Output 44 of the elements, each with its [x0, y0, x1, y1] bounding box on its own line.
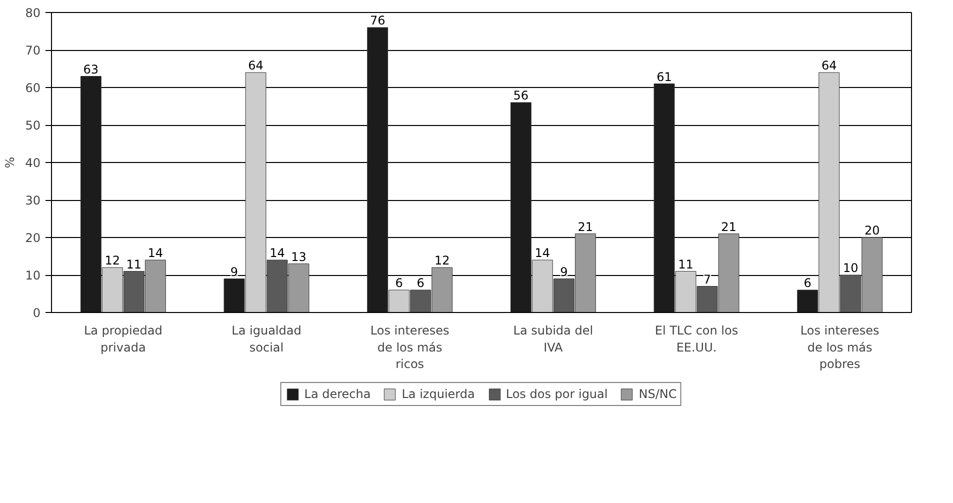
data-label: 9 — [560, 264, 568, 279]
y-tick-label: 10 — [25, 268, 41, 282]
data-label: 11 — [126, 257, 142, 272]
x-tick-label: La propiedad privada — [84, 324, 162, 354]
data-label: 6 — [395, 276, 403, 290]
y-tick-label: 70 — [25, 44, 41, 58]
y-tick-label: 0 — [32, 306, 41, 320]
data-label: 10 — [842, 261, 858, 275]
legend-label: La derecha — [304, 387, 371, 401]
y-tick-label: 30 — [25, 194, 41, 208]
y-tick-label: 50 — [25, 118, 41, 132]
x-tick-label: El TLC con los EE.UU. — [654, 324, 738, 354]
data-label: 76 — [370, 14, 386, 28]
y-axis-title: % — [3, 156, 18, 168]
data-label: 20 — [864, 224, 880, 238]
data-label: 12 — [434, 254, 450, 268]
x-tick-label: La subida del IVA — [513, 324, 594, 354]
data-label: 64 — [821, 58, 837, 72]
data-label: 9 — [230, 264, 238, 279]
y-tick-label: 40 — [25, 156, 41, 170]
legend-label: Los dos por igual — [506, 387, 608, 401]
data-label: 64 — [248, 58, 264, 72]
data-label: 56 — [513, 88, 529, 102]
data-label: 63 — [83, 62, 99, 76]
data-label: 21 — [578, 220, 594, 234]
data-label: 14 — [534, 246, 550, 260]
y-tick-label: 20 — [25, 231, 41, 245]
x-tick-label: La igualdad social — [232, 324, 302, 354]
data-label: 61 — [656, 70, 672, 84]
data-label: 13 — [291, 250, 306, 264]
legend-label: La izquierda — [402, 387, 475, 401]
data-label: 6 — [416, 276, 424, 290]
x-tick-label: Los intereses de los más pobres — [800, 324, 880, 372]
data-label: 14 — [148, 246, 164, 260]
x-tick-label: Los intereses de los más ricos — [370, 324, 450, 372]
data-label: 14 — [270, 246, 285, 260]
data-label: 7 — [703, 272, 712, 286]
data-label: 6 — [804, 276, 812, 290]
data-label: 11 — [678, 257, 694, 272]
legend-label: NS/NC — [638, 387, 677, 401]
y-tick-label: 60 — [25, 81, 41, 95]
y-tick-label: 80 — [25, 6, 41, 20]
data-label: 12 — [104, 254, 120, 268]
data-label: 21 — [721, 220, 736, 234]
